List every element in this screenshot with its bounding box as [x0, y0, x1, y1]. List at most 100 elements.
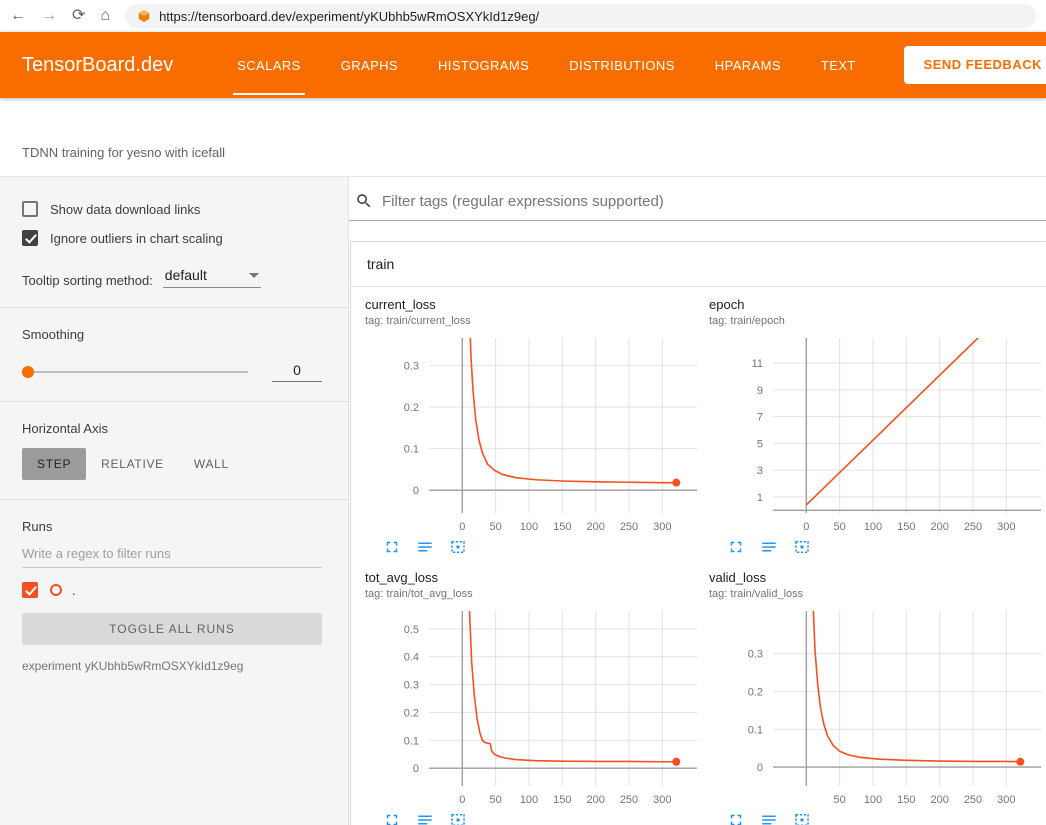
svg-text:50: 50 — [490, 794, 502, 806]
settings-sidebar: Show data download links Ignore outliers… — [0, 177, 349, 825]
svg-text:150: 150 — [897, 521, 915, 533]
ignore-outliers-label: Ignore outliers in chart scaling — [50, 230, 223, 246]
svg-text:150: 150 — [553, 521, 571, 533]
chart-toolbar — [357, 811, 701, 825]
smoothing-value[interactable]: 0 — [272, 362, 322, 382]
smoothing-label: Smoothing — [22, 327, 85, 342]
divider — [0, 401, 348, 402]
smoothing-slider[interactable] — [22, 366, 248, 378]
tensorboard-favicon — [138, 10, 150, 22]
home-icon[interactable]: ⌂ — [100, 7, 111, 24]
tooltip-sorting-select[interactable]: default — [162, 266, 261, 288]
main-panel: train current_loss tag: train/current_lo… — [349, 177, 1046, 825]
toggle-all-runs-button[interactable]: TOGGLE ALL RUNS — [22, 613, 322, 645]
svg-text:9: 9 — [757, 385, 763, 397]
tooltip-sorting-row: Tooltip sorting method: default — [22, 266, 322, 288]
horizontal-axis-buttons: STEP RELATIVE WALL — [22, 448, 322, 480]
svg-text:0.4: 0.4 — [404, 652, 419, 664]
svg-text:0: 0 — [413, 485, 419, 497]
svg-text:0.2: 0.2 — [404, 707, 419, 719]
tab-hparams[interactable]: HPARAMS — [714, 57, 781, 73]
svg-text:7: 7 — [757, 412, 763, 424]
expand-icon[interactable] — [383, 811, 401, 825]
lines-icon[interactable] — [760, 811, 778, 825]
svg-text:0: 0 — [757, 762, 763, 774]
tab-text[interactable]: TEXT — [820, 57, 856, 73]
lines-icon[interactable] — [760, 538, 778, 556]
reload-icon[interactable]: ⟳ — [72, 7, 86, 24]
chart-tag: tag: train/valid_loss — [709, 588, 804, 600]
svg-text:0: 0 — [459, 794, 465, 806]
svg-text:100: 100 — [520, 521, 538, 533]
forward-icon[interactable]: → — [41, 7, 57, 24]
svg-text:0.3: 0.3 — [748, 649, 763, 661]
filter-tags-input[interactable] — [382, 192, 1046, 210]
axis-wall-button[interactable]: WALL — [193, 457, 229, 471]
fit-domain-icon[interactable] — [793, 811, 811, 825]
svg-text:0: 0 — [413, 763, 419, 775]
ignore-outliers-checkbox[interactable] — [22, 230, 38, 246]
line-chart: 0 50 100 150 200 250 300 0 0.1 0.2 0.3 — [404, 338, 697, 533]
chart-tot-avg-loss: tot_avg_loss tag: train/tot_avg_loss 0 50… — [357, 570, 701, 825]
svg-text:0.1: 0.1 — [748, 724, 763, 736]
fit-domain-icon[interactable] — [449, 811, 467, 825]
svg-text:100: 100 — [864, 794, 882, 806]
axis-step-button[interactable]: STEP — [22, 448, 87, 480]
lines-icon[interactable] — [416, 538, 434, 556]
chart-tag: tag: train/current_loss — [365, 315, 471, 327]
line-chart: 0 50 100 150 200 250 300 1 3 5 7 9 11 — [752, 338, 1041, 533]
svg-text:0: 0 — [803, 521, 809, 533]
svg-text:0.3: 0.3 — [404, 360, 419, 372]
expand-icon[interactable] — [383, 538, 401, 556]
chart-title: tot_avg_loss — [365, 570, 438, 585]
slider-thumb[interactable] — [22, 366, 34, 378]
svg-text:250: 250 — [964, 521, 982, 533]
run-color-swatch[interactable] — [50, 584, 62, 596]
axis-relative-button[interactable]: RELATIVE — [101, 457, 164, 471]
svg-text:50: 50 — [834, 521, 846, 533]
svg-text:250: 250 — [620, 794, 638, 806]
svg-text:100: 100 — [864, 521, 882, 533]
tab-scalars[interactable]: SCALARS — [217, 32, 321, 98]
chart-toolbar — [357, 538, 701, 556]
chart-tag: tag: train/epoch — [709, 315, 785, 327]
svg-text:11: 11 — [752, 358, 763, 370]
tab-graphs[interactable]: GRAPHS — [340, 57, 399, 73]
fit-domain-icon[interactable] — [449, 538, 467, 556]
address-bar[interactable]: https://tensorboard.dev/experiment/yKUbh… — [125, 4, 1036, 28]
experiment-title-bar: TDNN training for yesno with icefall — [0, 98, 1046, 177]
expand-icon[interactable] — [727, 811, 745, 825]
svg-text:0.5: 0.5 — [404, 624, 419, 636]
divider — [0, 499, 348, 500]
runs-label: Runs — [22, 519, 53, 534]
svg-text:150: 150 — [553, 794, 571, 806]
send-feedback-button[interactable]: SEND FEEDBACK — [903, 46, 1046, 84]
run-name: . — [72, 582, 76, 598]
svg-text:300: 300 — [997, 521, 1015, 533]
filter-tags-row — [349, 177, 1046, 221]
svg-text:100: 100 — [520, 794, 538, 806]
back-icon[interactable]: ← — [10, 7, 26, 24]
svg-text:250: 250 — [964, 794, 982, 806]
svg-text:0.3: 0.3 — [404, 680, 419, 692]
run-row: . — [22, 582, 322, 598]
lines-icon[interactable] — [416, 811, 434, 825]
run-checkbox[interactable] — [22, 582, 38, 598]
runs-filter-input[interactable] — [22, 538, 322, 568]
chart-toolbar — [701, 538, 1045, 556]
train-group-header[interactable]: train — [351, 242, 1046, 287]
svg-text:0.2: 0.2 — [404, 402, 419, 414]
tab-histograms[interactable]: HISTOGRAMS — [438, 57, 530, 73]
chart-title: epoch — [709, 297, 745, 312]
url-text: https://tensorboard.dev/experiment/yKUbh… — [159, 8, 540, 24]
svg-text:3: 3 — [757, 465, 763, 477]
expand-icon[interactable] — [727, 538, 745, 556]
fit-domain-icon[interactable] — [793, 538, 811, 556]
show-download-links-row: Show data download links — [22, 201, 322, 217]
svg-text:0: 0 — [459, 521, 465, 533]
svg-text:200: 200 — [586, 794, 604, 806]
svg-text:1: 1 — [757, 492, 763, 504]
show-download-links-checkbox[interactable] — [22, 201, 38, 217]
train-group-card: train current_loss tag: train/current_lo… — [350, 241, 1046, 825]
tab-distributions[interactable]: DISTRIBUTIONS — [569, 57, 675, 73]
